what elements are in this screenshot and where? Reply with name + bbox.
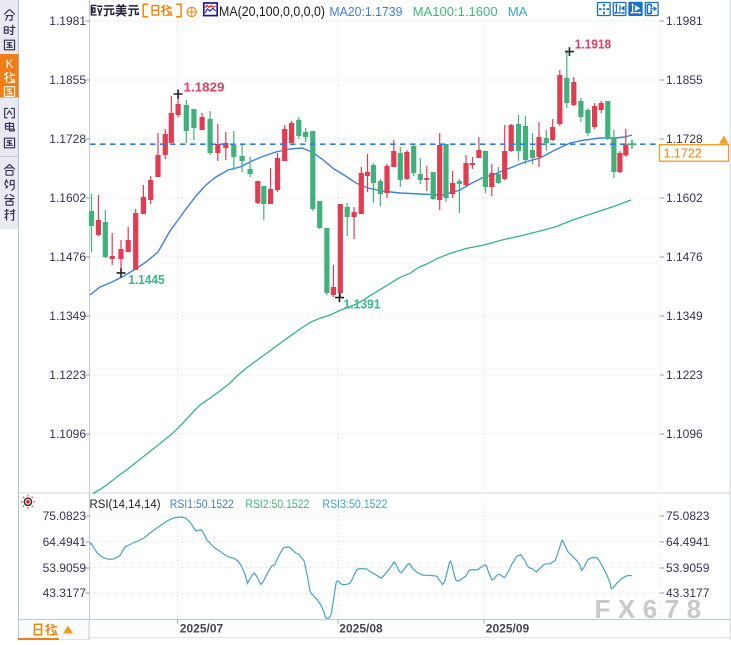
svg-text:RSI2:50.1522: RSI2:50.1522	[245, 497, 309, 511]
svg-text:2025/09: 2025/09	[486, 622, 530, 636]
svg-text:1.1096: 1.1096	[49, 427, 86, 441]
svg-text:MA(20,100,0,0,0,0): MA(20,100,0,0,0,0)	[219, 4, 325, 19]
svg-text:53.9059: 53.9059	[43, 561, 87, 575]
svg-text:1.1349: 1.1349	[49, 309, 86, 323]
svg-text:1.1728: 1.1728	[49, 132, 86, 146]
svg-text:43.3177: 43.3177	[43, 586, 87, 600]
svg-text:1.1223: 1.1223	[49, 368, 86, 382]
svg-text:MA: MA	[508, 4, 528, 19]
svg-text:53.9059: 53.9059	[666, 561, 710, 575]
svg-text:1.1981: 1.1981	[49, 14, 86, 28]
svg-text:1.1728: 1.1728	[666, 132, 703, 146]
svg-text:1.1722: 1.1722	[664, 147, 702, 161]
svg-text:75.0823: 75.0823	[666, 509, 710, 523]
svg-text:1.1918: 1.1918	[575, 37, 612, 52]
svg-text:MA100:1.1600: MA100:1.1600	[413, 4, 498, 19]
svg-text:1.1855: 1.1855	[666, 73, 703, 87]
svg-text:2025/08: 2025/08	[339, 622, 383, 636]
svg-text:RSI1:50.1522: RSI1:50.1522	[170, 497, 234, 511]
svg-text:2025/07: 2025/07	[180, 622, 224, 636]
svg-text:FX678: FX678	[595, 594, 709, 624]
svg-text:RSI(14,14,14): RSI(14,14,14)	[90, 497, 161, 511]
svg-text:75.0823: 75.0823	[43, 509, 87, 523]
svg-text:1.1476: 1.1476	[666, 250, 703, 264]
svg-text:1.1602: 1.1602	[49, 191, 86, 205]
svg-text:1.1349: 1.1349	[666, 309, 703, 323]
svg-text:1.1391: 1.1391	[344, 297, 381, 312]
svg-text:MA20:1.1739: MA20:1.1739	[329, 4, 402, 19]
svg-text:RSI3:50.1522: RSI3:50.1522	[322, 497, 387, 511]
svg-text:1.1829: 1.1829	[184, 80, 225, 95]
svg-text:1.1602: 1.1602	[666, 191, 703, 205]
svg-text:1.1476: 1.1476	[49, 250, 86, 264]
svg-text:1.1981: 1.1981	[666, 14, 703, 28]
svg-text:64.4941: 64.4941	[666, 535, 710, 549]
svg-text:1.1445: 1.1445	[128, 272, 165, 287]
svg-text:1.1855: 1.1855	[49, 73, 86, 87]
svg-text:43.3177: 43.3177	[666, 586, 710, 600]
svg-text:1.1223: 1.1223	[666, 368, 703, 382]
svg-text:K: K	[5, 57, 13, 71]
svg-text:64.4941: 64.4941	[43, 535, 87, 549]
svg-text:1.1096: 1.1096	[666, 427, 703, 441]
